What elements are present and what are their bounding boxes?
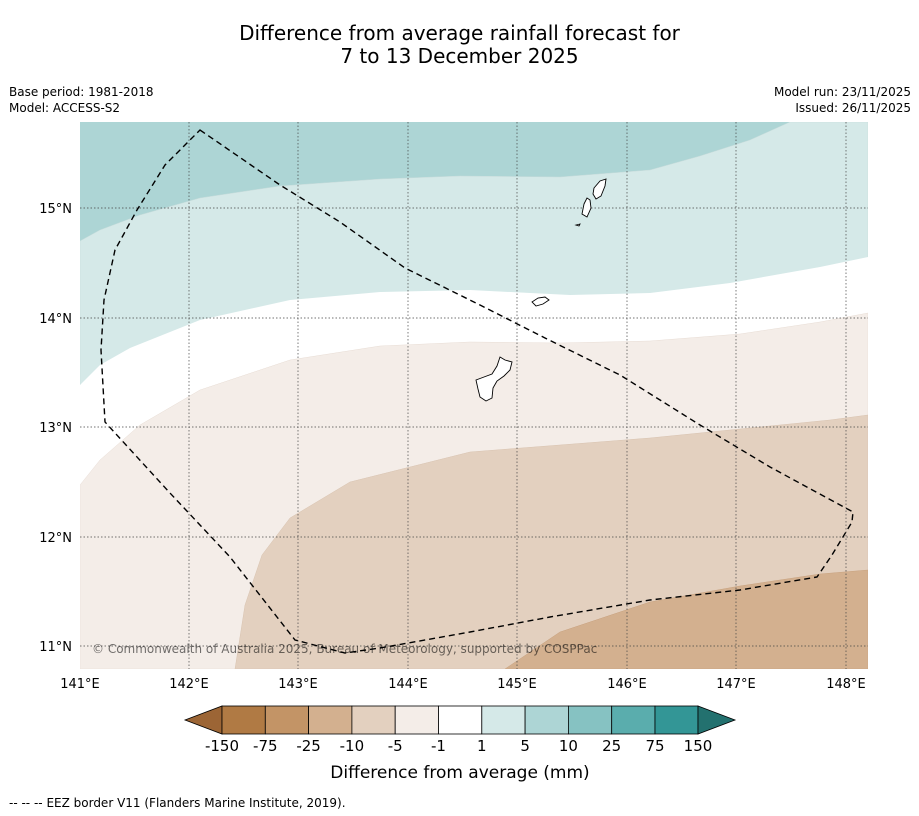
colorbar-tick-labels: -150 -75 -25 -10 -5 -1 1 5 10 25 75 150 xyxy=(205,737,712,755)
lon-tick: 147°E xyxy=(716,677,756,692)
gridlines xyxy=(80,122,868,669)
region-drier xyxy=(504,569,868,669)
island-tinian xyxy=(581,197,592,218)
lon-tick: 145°E xyxy=(497,677,537,692)
colorbar-swatch xyxy=(394,705,439,735)
colorbar-tick: -10 xyxy=(340,737,365,755)
colorbar-max-extension xyxy=(697,705,737,735)
colorbar-tick: 150 xyxy=(684,737,713,755)
title-line-1: Difference from average rainfall forecas… xyxy=(239,21,680,45)
island-rota xyxy=(531,296,550,307)
copyright-text: © Commonwealth of Australia 2025, Bureau… xyxy=(92,642,597,656)
lon-tick: 144°E xyxy=(388,677,428,692)
colorbar xyxy=(183,705,737,735)
eez-legend-text: EEZ border V11 (Flanders Marine Institut… xyxy=(46,796,346,810)
island-guam xyxy=(475,356,513,402)
colorbar-tick: 1 xyxy=(477,737,487,755)
colorbar-tick: 10 xyxy=(559,737,578,755)
colorbar-swatch xyxy=(308,705,353,735)
colorbar-tick: -25 xyxy=(296,737,321,755)
lon-tick: 146°E xyxy=(607,677,647,692)
lat-tick-labels: 15°N 14°N 13°N 12°N 11°N xyxy=(39,202,72,655)
colorbar-swatch xyxy=(351,705,396,735)
legend-footer: -- -- -- EEZ border V11 (Flanders Marine… xyxy=(9,796,346,810)
issued-date: Issued: 26/11/2025 xyxy=(795,101,911,115)
meta-right: Model run: 23/11/2025 Issued: 26/11/2025 xyxy=(774,84,911,116)
colorbar-tick: 5 xyxy=(520,737,530,755)
colorbar-label: Difference from average (mm) xyxy=(330,763,589,783)
lon-tick: 143°E xyxy=(278,677,318,692)
islands xyxy=(475,178,607,402)
base-period: Base period: 1981-2018 xyxy=(9,85,154,99)
island-saipan xyxy=(592,178,607,200)
colorbar-tick: -1 xyxy=(431,737,446,755)
colorbar-tick: 75 xyxy=(645,737,664,755)
title-line-2: 7 to 13 December 2025 xyxy=(340,44,579,68)
lon-tick: 142°E xyxy=(169,677,209,692)
colorbar-tick: -75 xyxy=(253,737,278,755)
colorbar-tick: -150 xyxy=(205,737,239,755)
colorbar-min-extension xyxy=(183,705,223,735)
lon-tick-labels: 141°E 142°E 143°E 144°E 145°E 146°E 147°… xyxy=(60,677,866,692)
chart-title: Difference from average rainfall forecas… xyxy=(0,22,919,68)
colorbar-swatch xyxy=(264,705,309,735)
colorbar-swatch xyxy=(481,705,526,735)
lon-tick: 148°E xyxy=(826,677,866,692)
colorbar-swatch xyxy=(654,705,699,735)
lat-tick: 15°N xyxy=(39,202,72,217)
island-aguijan xyxy=(574,223,581,227)
lat-tick: 11°N xyxy=(39,640,72,655)
colorbar-tick: -5 xyxy=(388,737,403,755)
colorbar-swatch xyxy=(221,705,266,735)
eez-border xyxy=(100,129,854,654)
model-run: Model run: 23/11/2025 xyxy=(773,85,911,99)
colorbar-tick: 25 xyxy=(602,737,621,755)
lat-tick: 14°N xyxy=(39,312,72,327)
lat-tick: 12°N xyxy=(39,531,72,546)
lon-tick: 141°E xyxy=(60,677,100,692)
colorbar-swatch xyxy=(568,705,613,735)
eez-legend-symbol: -- -- -- xyxy=(9,796,43,810)
meta-left: Base period: 1981-2018 Model: ACCESS-S2 xyxy=(9,84,154,116)
colorbar-swatch xyxy=(524,705,569,735)
colorbar-swatch xyxy=(611,705,656,735)
lat-tick: 13°N xyxy=(39,421,72,436)
model-name: Model: ACCESS-S2 xyxy=(9,101,121,115)
map-area: © Commonwealth of Australia 2025, Bureau… xyxy=(80,122,868,669)
colorbar-swatch xyxy=(438,705,483,735)
